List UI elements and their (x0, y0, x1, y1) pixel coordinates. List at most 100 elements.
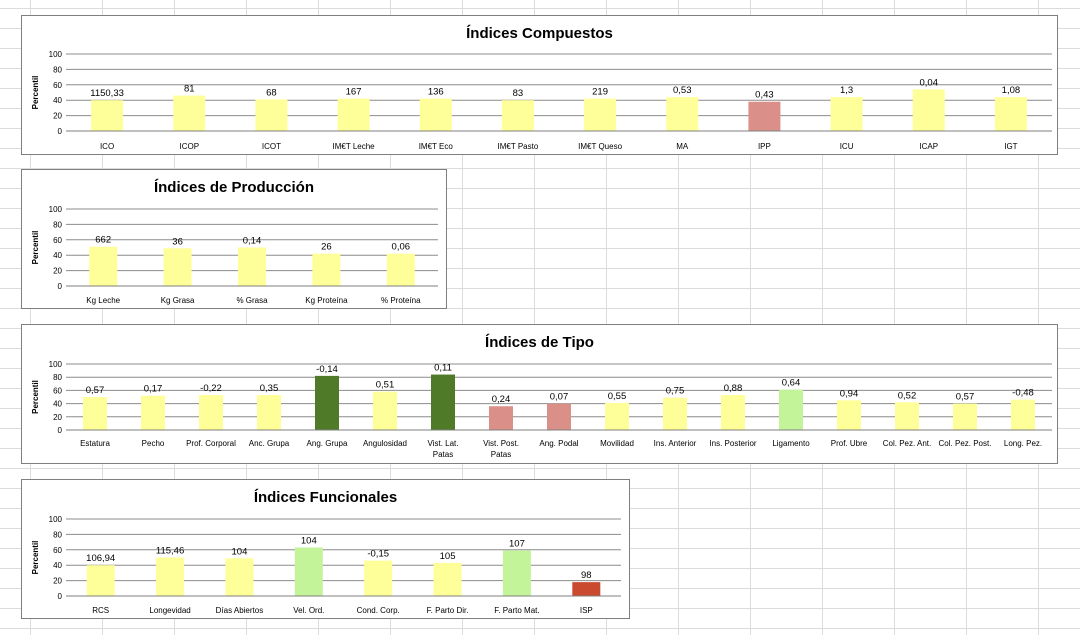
data-label: 219 (592, 87, 608, 98)
y-tick-label: 20 (53, 413, 62, 422)
category-label: Vel. Ord. (293, 606, 324, 615)
data-label: 167 (346, 87, 362, 98)
bar-estatura (83, 397, 107, 430)
bar-kg-proteina (312, 253, 341, 286)
data-label: 105 (440, 551, 456, 562)
bar-ipp (748, 101, 781, 131)
bar-icot (255, 99, 288, 131)
y-tick-label: 60 (53, 546, 62, 555)
y-tick-label: 40 (53, 96, 62, 105)
category-label: Kg Grasa (161, 296, 195, 305)
category-label: Pecho (142, 439, 165, 448)
y-tick-label: 40 (53, 251, 62, 260)
category-label: Ins. Anterior (654, 439, 697, 448)
chart-svg: Índices Compuestos 0 20 40 60 80 100 Percentil 1… (31, 25, 1052, 151)
data-label: 0,51 (376, 380, 395, 391)
category-label: Longevidad (149, 606, 190, 615)
bar-f-parto-dir (433, 562, 462, 596)
y-tick-label: 40 (53, 400, 62, 409)
data-label: 104 (301, 535, 317, 546)
y-axis-label: Percentil (31, 380, 40, 414)
bar-long-pez (1011, 399, 1035, 430)
category-label: IM€T Queso (578, 142, 622, 151)
y-tick-label: 80 (53, 530, 62, 539)
data-label: 104 (232, 546, 248, 557)
category-label: Vist. Post. Patas (483, 439, 519, 459)
category-label: Estatura (80, 439, 110, 448)
bar-ang-grupa (315, 375, 339, 430)
chart-panel-compuestos: Índices Compuestos 0 20 40 60 80 100 Percentil 1… (21, 15, 1058, 155)
chart-svg: Índices de Producción 0 20 40 60 80 100 Percent… (31, 179, 438, 305)
y-tick-label: 40 (53, 561, 62, 570)
data-label: 0,64 (782, 378, 801, 389)
y-axis-label: Percentil (31, 76, 40, 110)
y-tick-label: 80 (53, 373, 62, 382)
data-label: 0,11 (434, 363, 452, 374)
category-label: RCS (92, 606, 109, 615)
y-tick-label: 20 (53, 112, 62, 121)
category-label: Vist. Lat. Patas (428, 439, 459, 459)
bar-vel-ord (294, 547, 323, 596)
data-label: 0,57 (86, 385, 105, 396)
y-tick-label: 100 (49, 205, 63, 214)
category-label: % Proteína (381, 296, 421, 305)
chart-title: Índices Compuestos (466, 25, 613, 42)
y-tick-label: 20 (53, 577, 62, 586)
category-label: Angulosidad (363, 439, 407, 448)
data-label: 68 (266, 87, 277, 98)
bar-anc-grupa (257, 395, 281, 430)
category-label: IPP (758, 142, 771, 151)
chart-panel-tipo: Índices de Tipo 0 20 40 60 80 100 Percentil 0,57… (21, 324, 1058, 464)
y-tick-label: 60 (53, 386, 62, 395)
category-label: Col. Pez. Ant. (883, 439, 931, 448)
data-label: 81 (184, 84, 195, 95)
category-label: Ang. Podal (539, 439, 578, 448)
data-label: 1,3 (840, 85, 853, 96)
category-label: ICU (840, 142, 854, 151)
data-label: 0,52 (898, 390, 917, 401)
bar-isp (572, 582, 601, 596)
chart-title: Índices Funcionales (254, 489, 397, 506)
bar-im-t-pasto (501, 100, 534, 131)
category-label: Long. Pez. (1004, 439, 1042, 448)
bar-rcs (86, 565, 115, 596)
category-label: Movilidad (600, 439, 634, 448)
data-label: 0,14 (243, 236, 262, 247)
bar-icap (912, 89, 945, 131)
y-axis-label: Percentil (31, 541, 40, 575)
y-tick-label: 60 (53, 236, 62, 245)
data-label: 662 (95, 235, 111, 246)
data-label: -0,15 (367, 549, 389, 560)
data-label: -0,14 (316, 364, 338, 375)
data-label: 83 (513, 88, 524, 99)
bar-im-t-leche (337, 98, 370, 131)
bar-ligamento (779, 389, 803, 430)
bar-cond-corp (364, 560, 393, 596)
bar-movilidad (605, 402, 629, 430)
y-tick-label: 100 (49, 50, 63, 59)
bar-kg-leche (89, 246, 118, 286)
data-label: 136 (428, 87, 444, 98)
y-tick-label: 80 (53, 65, 62, 74)
bar-dias-abiertos (225, 558, 254, 596)
data-label: 115,46 (156, 546, 184, 557)
category-label: F. Parto Mat. (494, 606, 539, 615)
y-tick-label: 0 (58, 282, 63, 291)
bar-angulosidad (373, 391, 397, 430)
category-label: Anc. Grupa (249, 439, 290, 448)
y-axis-label: Percentil (31, 231, 40, 265)
category-label: IM€T Eco (419, 142, 454, 151)
category-label: ICAP (919, 142, 938, 151)
bar-prof-corporal (199, 395, 223, 430)
bar-longevidad (156, 557, 185, 596)
bar-im-t-eco (419, 98, 452, 131)
chart-panel-funcionales: Índices Funcionales 0 20 40 60 80 100 Percentil… (21, 479, 630, 619)
y-tick-label: 60 (53, 81, 62, 90)
category-label: Kg Leche (86, 296, 120, 305)
chart-panel-produccion: Índices de Producción 0 20 40 60 80 100 Percent… (21, 169, 447, 309)
chart-svg: Índices de Tipo 0 20 40 60 80 100 Percentil 0,57… (31, 334, 1052, 459)
bar-f-parto-mat (502, 550, 531, 596)
category-label: Ang. Grupa (307, 439, 348, 448)
data-label: 26 (321, 242, 332, 253)
y-tick-label: 100 (49, 515, 63, 524)
